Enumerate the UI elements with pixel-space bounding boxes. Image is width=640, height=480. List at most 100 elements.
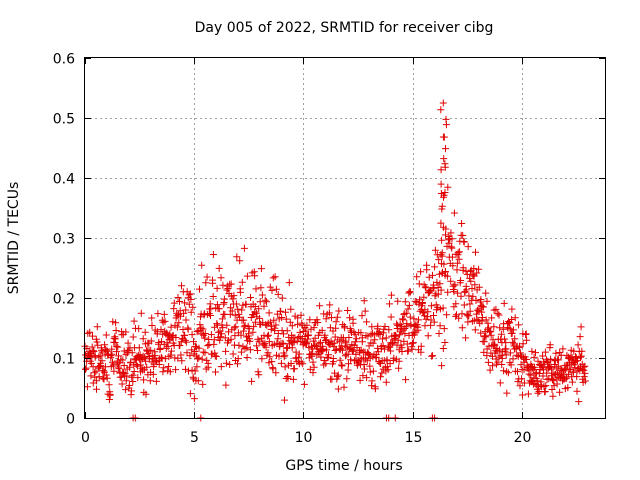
data-point [211,352,219,360]
data-point [541,348,549,356]
data-point [108,350,116,358]
data-point [281,396,288,404]
data-point [482,289,490,297]
data-point [467,277,475,285]
data-point [133,362,141,370]
data-point [438,205,446,213]
data-point [550,382,558,390]
data-point [475,283,483,291]
data-point [146,377,154,385]
data-point [217,274,225,282]
data-point [186,352,194,360]
data-point [279,340,287,348]
data-point [340,383,348,391]
data-point [477,296,485,303]
data-point [193,328,201,336]
data-point [255,371,263,379]
data-point [148,314,156,322]
data-point [151,352,159,360]
data-point [272,369,280,377]
data-point [386,360,394,368]
data-point [486,366,494,374]
data-point [143,363,151,371]
data-point [427,302,435,310]
data-point [306,316,314,324]
data-point [406,313,414,321]
data-point [192,342,199,350]
data-point [241,321,249,329]
data-point [317,353,325,361]
data-point [502,345,510,353]
data-point [576,333,584,341]
data-point [344,366,352,374]
data-point [554,369,562,377]
data-point [170,305,178,313]
data-point [93,385,100,393]
data-point [421,283,429,291]
data-point [548,386,556,393]
data-point [268,286,276,294]
data-point [137,309,145,317]
data-point [361,307,369,315]
data-point [226,361,234,368]
data-point [88,343,96,351]
data-point [379,342,387,350]
data-point [275,352,283,360]
data-point [231,311,239,319]
data-point [494,310,502,318]
data-point [411,297,419,305]
data-point [167,347,175,355]
data-point [347,327,355,335]
data-point [113,342,121,350]
data-point [219,281,227,289]
data-point [407,321,415,329]
data-point [441,163,449,171]
data-point [160,364,168,372]
data-point [453,266,461,274]
data-point [471,326,479,334]
data-point [509,326,517,334]
data-point [290,365,298,373]
data-point [555,356,563,364]
data-point [424,308,432,316]
data-point [363,318,371,326]
data-point [182,338,190,346]
data-point [336,356,344,364]
data-point [322,360,330,368]
data-point [435,256,443,264]
data-point [447,229,455,237]
data-point [386,300,393,308]
data-point [508,316,516,323]
data-point [113,360,121,368]
data-point [277,308,285,315]
data-point [553,380,561,388]
data-point [444,288,452,296]
data-point [200,331,208,339]
chart-title: Day 005 of 2022, SRMTID for receiver cib… [195,20,494,36]
data-point [534,357,542,365]
data-point [490,323,498,331]
data-point [502,339,510,347]
data-point [270,316,278,324]
data-point [473,315,481,323]
data-point [338,362,346,370]
data-point [430,318,438,326]
data-point [272,321,280,329]
data-point [492,305,500,313]
data-point [261,339,269,347]
data-point [174,294,182,301]
data-point [564,384,572,392]
data-point [534,389,542,397]
data-point [136,351,144,359]
data-point [122,328,130,336]
data-point [266,283,274,291]
data-point [262,343,270,351]
data-point [372,354,380,362]
data-point [368,323,376,331]
data-point [489,362,496,370]
data-point [442,231,449,239]
data-point [494,358,502,366]
data-point [458,310,466,318]
data-point [346,314,354,322]
